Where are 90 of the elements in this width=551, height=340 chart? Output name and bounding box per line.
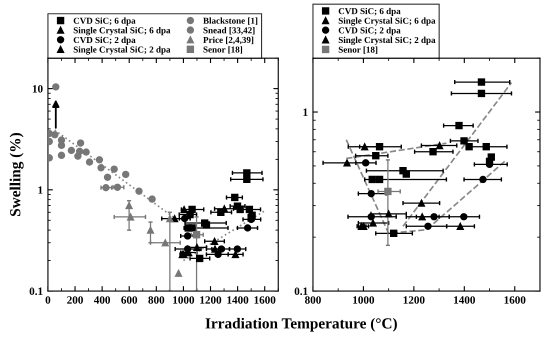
point bbox=[234, 245, 242, 253]
point bbox=[384, 210, 392, 218]
x-tick-label: 800 bbox=[305, 296, 321, 304]
point bbox=[86, 158, 94, 166]
point bbox=[424, 222, 432, 230]
legend-label: CVD SiC; 6 dpa bbox=[74, 17, 136, 26]
legend-label: CVD SiC; 6 dpa bbox=[338, 8, 401, 16]
point bbox=[376, 143, 384, 150]
point bbox=[231, 194, 238, 202]
line-series bbox=[345, 138, 506, 234]
legend-label: Single Crystal SiC; 2 dpa bbox=[338, 36, 436, 45]
point bbox=[210, 238, 218, 245]
point bbox=[478, 90, 486, 98]
x-tick-label: 800 bbox=[148, 296, 164, 304]
legend-label: Snead [33,42] bbox=[204, 27, 255, 35]
point bbox=[146, 226, 154, 234]
point bbox=[166, 214, 174, 222]
point bbox=[362, 159, 370, 167]
point bbox=[460, 137, 468, 145]
x-tick-label: 1200 bbox=[404, 296, 425, 304]
point bbox=[76, 139, 84, 147]
point bbox=[68, 146, 76, 154]
x-tick-label: 1000 bbox=[173, 296, 194, 304]
x-tick-label: 1600 bbox=[504, 296, 526, 304]
x-tick-label: 1400 bbox=[227, 296, 248, 304]
legend-label: Senor [18] bbox=[204, 46, 242, 54]
x-tick-label: 1400 bbox=[454, 296, 475, 304]
x-tick-label: 1000 bbox=[353, 296, 374, 304]
point bbox=[455, 122, 463, 130]
point bbox=[174, 270, 182, 277]
point bbox=[390, 230, 398, 238]
point bbox=[343, 159, 351, 167]
legend-label: CVD SiC; 2 dpa bbox=[74, 36, 136, 45]
x-tick-label: 1200 bbox=[200, 296, 222, 304]
point bbox=[135, 187, 143, 195]
point bbox=[372, 152, 380, 160]
legend-label: Single Crystal SiC; 6 dpa bbox=[338, 17, 436, 26]
point bbox=[102, 184, 110, 192]
point bbox=[148, 195, 156, 203]
point bbox=[460, 213, 468, 220]
point bbox=[188, 206, 196, 214]
legend-label: Price [2,4,39] bbox=[203, 36, 254, 44]
point bbox=[58, 152, 66, 160]
x-tick-label: 400 bbox=[94, 296, 110, 304]
point bbox=[196, 254, 204, 262]
point bbox=[82, 148, 90, 156]
x-tick-label: 0 bbox=[46, 296, 50, 304]
point bbox=[110, 165, 118, 173]
point bbox=[478, 78, 486, 86]
point bbox=[429, 148, 437, 156]
point bbox=[244, 224, 252, 232]
point bbox=[479, 176, 487, 184]
point bbox=[243, 176, 251, 183]
point bbox=[436, 142, 444, 150]
y-tick-label: 0.1 bbox=[30, 288, 42, 296]
y-tick-label: 1 bbox=[303, 108, 308, 116]
legend-label: CVD SiC; 2 dpa bbox=[338, 27, 401, 36]
y-tick-label: 0.1 bbox=[294, 288, 308, 296]
y-tick-label: 10 bbox=[32, 85, 43, 93]
point bbox=[456, 222, 464, 230]
point bbox=[51, 131, 59, 138]
point bbox=[418, 199, 426, 207]
point bbox=[104, 174, 112, 181]
legend-label: Single Crystal SiC; 6 dpa bbox=[74, 27, 170, 36]
legend-label: Blackstone [1] bbox=[203, 17, 258, 25]
legend-label: Senor [18] bbox=[338, 46, 378, 54]
point bbox=[74, 152, 82, 160]
point bbox=[465, 143, 473, 150]
point bbox=[52, 83, 60, 91]
point bbox=[376, 176, 384, 184]
point bbox=[97, 164, 105, 172]
x-tick-label: 1600 bbox=[254, 296, 276, 304]
point bbox=[96, 156, 104, 164]
point bbox=[368, 190, 375, 198]
legend-label: Single Crystal SiC; 2 dpa bbox=[74, 46, 170, 55]
x-tick-label: 200 bbox=[67, 296, 83, 304]
point bbox=[122, 170, 130, 178]
point bbox=[418, 213, 426, 220]
point bbox=[482, 143, 490, 150]
point bbox=[368, 176, 376, 184]
x-tick-label: 600 bbox=[121, 296, 138, 304]
y-tick-label: 1 bbox=[38, 186, 42, 194]
point bbox=[126, 213, 134, 221]
point bbox=[402, 170, 410, 178]
point bbox=[232, 250, 240, 258]
y-axis-title: Swelling (%) bbox=[10, 133, 24, 216]
point bbox=[162, 239, 169, 246]
point bbox=[58, 142, 66, 150]
x-axis-title: Irradiation Temperature (°C) bbox=[206, 318, 397, 332]
point bbox=[243, 169, 251, 177]
